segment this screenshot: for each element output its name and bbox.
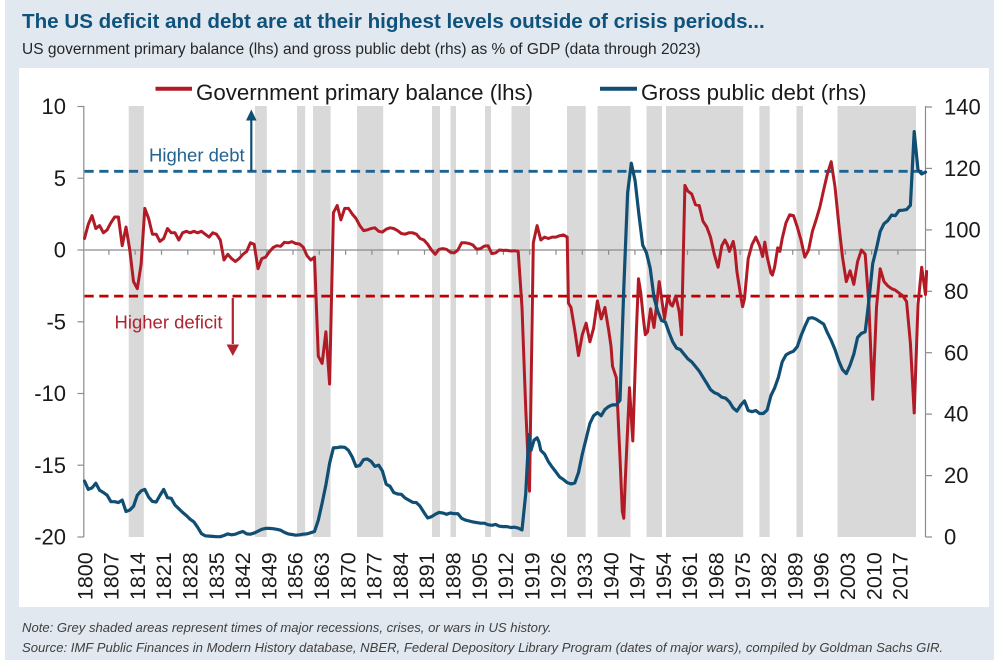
svg-text:60: 60: [944, 340, 968, 365]
svg-text:40: 40: [944, 402, 968, 427]
svg-text:1814: 1814: [126, 552, 150, 600]
svg-text:1989: 1989: [783, 552, 807, 600]
svg-text:2017: 2017: [889, 552, 913, 600]
svg-text:0: 0: [944, 525, 956, 550]
svg-text:1933: 1933: [573, 552, 597, 600]
svg-text:1849: 1849: [257, 552, 281, 600]
svg-text:1975: 1975: [731, 552, 755, 600]
svg-text:Government primary balance (lh: Government primary balance (lhs): [196, 80, 533, 105]
svg-text:20: 20: [944, 463, 968, 488]
svg-text:-20: -20: [34, 525, 66, 550]
svg-text:100: 100: [944, 218, 981, 243]
svg-text:1821: 1821: [152, 552, 176, 600]
svg-text:1856: 1856: [284, 552, 308, 600]
svg-text:1828: 1828: [179, 552, 203, 600]
svg-text:1968: 1968: [705, 552, 729, 600]
svg-text:1800: 1800: [73, 552, 97, 600]
svg-text:10: 10: [42, 94, 66, 119]
svg-text:-5: -5: [46, 309, 66, 334]
svg-text:120: 120: [944, 156, 981, 181]
svg-text:2003: 2003: [836, 552, 860, 600]
svg-text:1898: 1898: [442, 552, 466, 600]
svg-text:1912: 1912: [494, 552, 518, 600]
svg-text:1996: 1996: [810, 552, 834, 600]
svg-text:1835: 1835: [205, 552, 229, 600]
svg-text:1842: 1842: [231, 552, 255, 600]
svg-text:1877: 1877: [363, 552, 387, 600]
svg-text:Higher debt: Higher debt: [149, 145, 245, 166]
svg-text:1863: 1863: [310, 552, 334, 600]
svg-text:1870: 1870: [336, 552, 360, 600]
svg-text:80: 80: [944, 279, 968, 304]
svg-text:1947: 1947: [626, 552, 650, 600]
svg-text:1905: 1905: [468, 552, 492, 600]
svg-text:1954: 1954: [652, 552, 676, 600]
svg-text:Higher deficit: Higher deficit: [115, 312, 223, 333]
svg-text:-10: -10: [34, 381, 66, 406]
svg-text:1982: 1982: [757, 552, 781, 600]
svg-text:-15: -15: [34, 453, 66, 478]
svg-text:1926: 1926: [547, 552, 571, 600]
svg-text:5: 5: [54, 166, 66, 191]
svg-text:1884: 1884: [389, 552, 413, 600]
svg-text:Gross public debt (rhs): Gross public debt (rhs): [641, 80, 867, 105]
svg-text:1891: 1891: [415, 552, 439, 600]
svg-text:1940: 1940: [599, 552, 623, 600]
svg-text:1961: 1961: [678, 552, 702, 600]
svg-text:2010: 2010: [862, 552, 886, 600]
svg-text:1919: 1919: [520, 552, 544, 600]
svg-text:140: 140: [944, 95, 981, 120]
svg-text:1807: 1807: [100, 552, 124, 600]
svg-text:0: 0: [54, 238, 66, 263]
